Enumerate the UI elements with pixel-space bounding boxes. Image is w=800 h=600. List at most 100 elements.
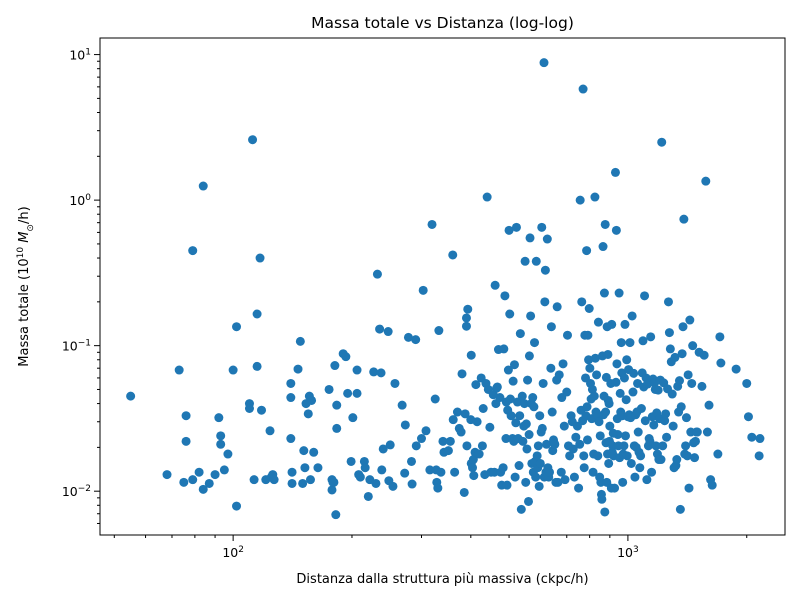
data-point: [540, 297, 550, 307]
data-point: [194, 467, 204, 477]
data-point: [287, 467, 297, 477]
data-point: [307, 395, 317, 405]
data-point: [433, 483, 443, 493]
data-point: [461, 313, 471, 323]
data-point: [457, 369, 467, 379]
data-point: [662, 432, 672, 442]
data-point: [635, 463, 645, 473]
data-point: [330, 361, 340, 371]
data-point: [452, 407, 462, 417]
data-point: [305, 475, 315, 485]
data-point: [610, 167, 620, 177]
data-point: [232, 322, 242, 332]
data-point: [642, 475, 652, 485]
data-point: [582, 402, 592, 412]
data-point: [702, 427, 712, 437]
data-point: [369, 367, 379, 377]
data-point: [607, 319, 617, 329]
data-point: [348, 413, 358, 423]
data-point: [547, 407, 557, 417]
data-point: [376, 368, 386, 378]
data-point: [427, 219, 437, 229]
data-point: [485, 422, 495, 432]
data-point: [332, 423, 342, 433]
data-point: [612, 359, 622, 369]
data-point: [620, 431, 630, 441]
data-point: [461, 321, 471, 331]
data-point: [355, 472, 365, 482]
data-point: [436, 467, 446, 477]
data-point: [592, 370, 602, 380]
data-point: [649, 420, 659, 430]
data-point: [397, 400, 407, 410]
data-point: [716, 358, 726, 368]
data-point: [640, 291, 650, 301]
data-point: [463, 304, 473, 314]
data-point: [640, 416, 650, 426]
data-point: [299, 446, 309, 456]
data-point: [615, 388, 625, 398]
data-point: [524, 351, 534, 361]
y-axis-label-main: Massa totale (10: [17, 258, 32, 366]
data-point: [625, 338, 635, 348]
data-point: [526, 311, 536, 321]
data-point: [613, 430, 623, 440]
data-point: [460, 409, 470, 419]
data-point: [532, 451, 542, 461]
data-point: [375, 324, 385, 334]
data-point: [672, 455, 682, 465]
data-point: [265, 426, 275, 436]
data-point: [181, 436, 191, 446]
data-point: [520, 256, 530, 266]
data-point: [562, 387, 572, 397]
data-point: [219, 465, 229, 475]
data-point: [616, 338, 626, 348]
data-point: [329, 477, 339, 487]
data-point: [605, 421, 615, 431]
data-point: [742, 378, 752, 388]
data-point: [747, 432, 757, 442]
data-point: [622, 451, 632, 461]
data-point: [743, 412, 753, 422]
data-point: [462, 441, 472, 451]
data-point: [611, 377, 621, 387]
data-point: [521, 419, 531, 429]
data-point: [492, 382, 502, 392]
y-axis-label-exp: 10: [16, 247, 26, 259]
data-point: [667, 389, 677, 399]
data-point: [257, 405, 267, 415]
data-point: [188, 246, 198, 256]
scatter-points: [126, 58, 765, 520]
data-point: [660, 416, 670, 426]
data-point: [690, 453, 700, 463]
data-point: [471, 380, 481, 390]
data-point: [538, 378, 548, 388]
data-point: [704, 400, 714, 410]
data-point: [400, 420, 410, 430]
data-point: [682, 451, 692, 461]
data-point: [582, 246, 592, 256]
data-point: [670, 352, 680, 362]
data-point: [459, 487, 469, 497]
data-point: [198, 181, 208, 191]
data-point: [684, 483, 694, 493]
y-tick-label: 10−1: [62, 339, 91, 354]
data-point: [677, 349, 687, 359]
data-point: [385, 440, 395, 450]
data-point: [628, 387, 638, 397]
data-point: [466, 350, 476, 360]
data-point: [514, 461, 524, 471]
data-point: [313, 463, 323, 473]
data-point: [255, 253, 265, 263]
data-point: [588, 467, 598, 477]
data-point: [443, 446, 453, 456]
data-point: [604, 458, 614, 468]
data-point: [638, 336, 648, 346]
data-point: [707, 480, 717, 490]
data-point: [537, 423, 547, 433]
data-point: [407, 479, 417, 489]
data-point: [663, 297, 673, 307]
data-point: [352, 388, 362, 398]
data-point: [509, 360, 519, 370]
data-point: [754, 451, 764, 461]
